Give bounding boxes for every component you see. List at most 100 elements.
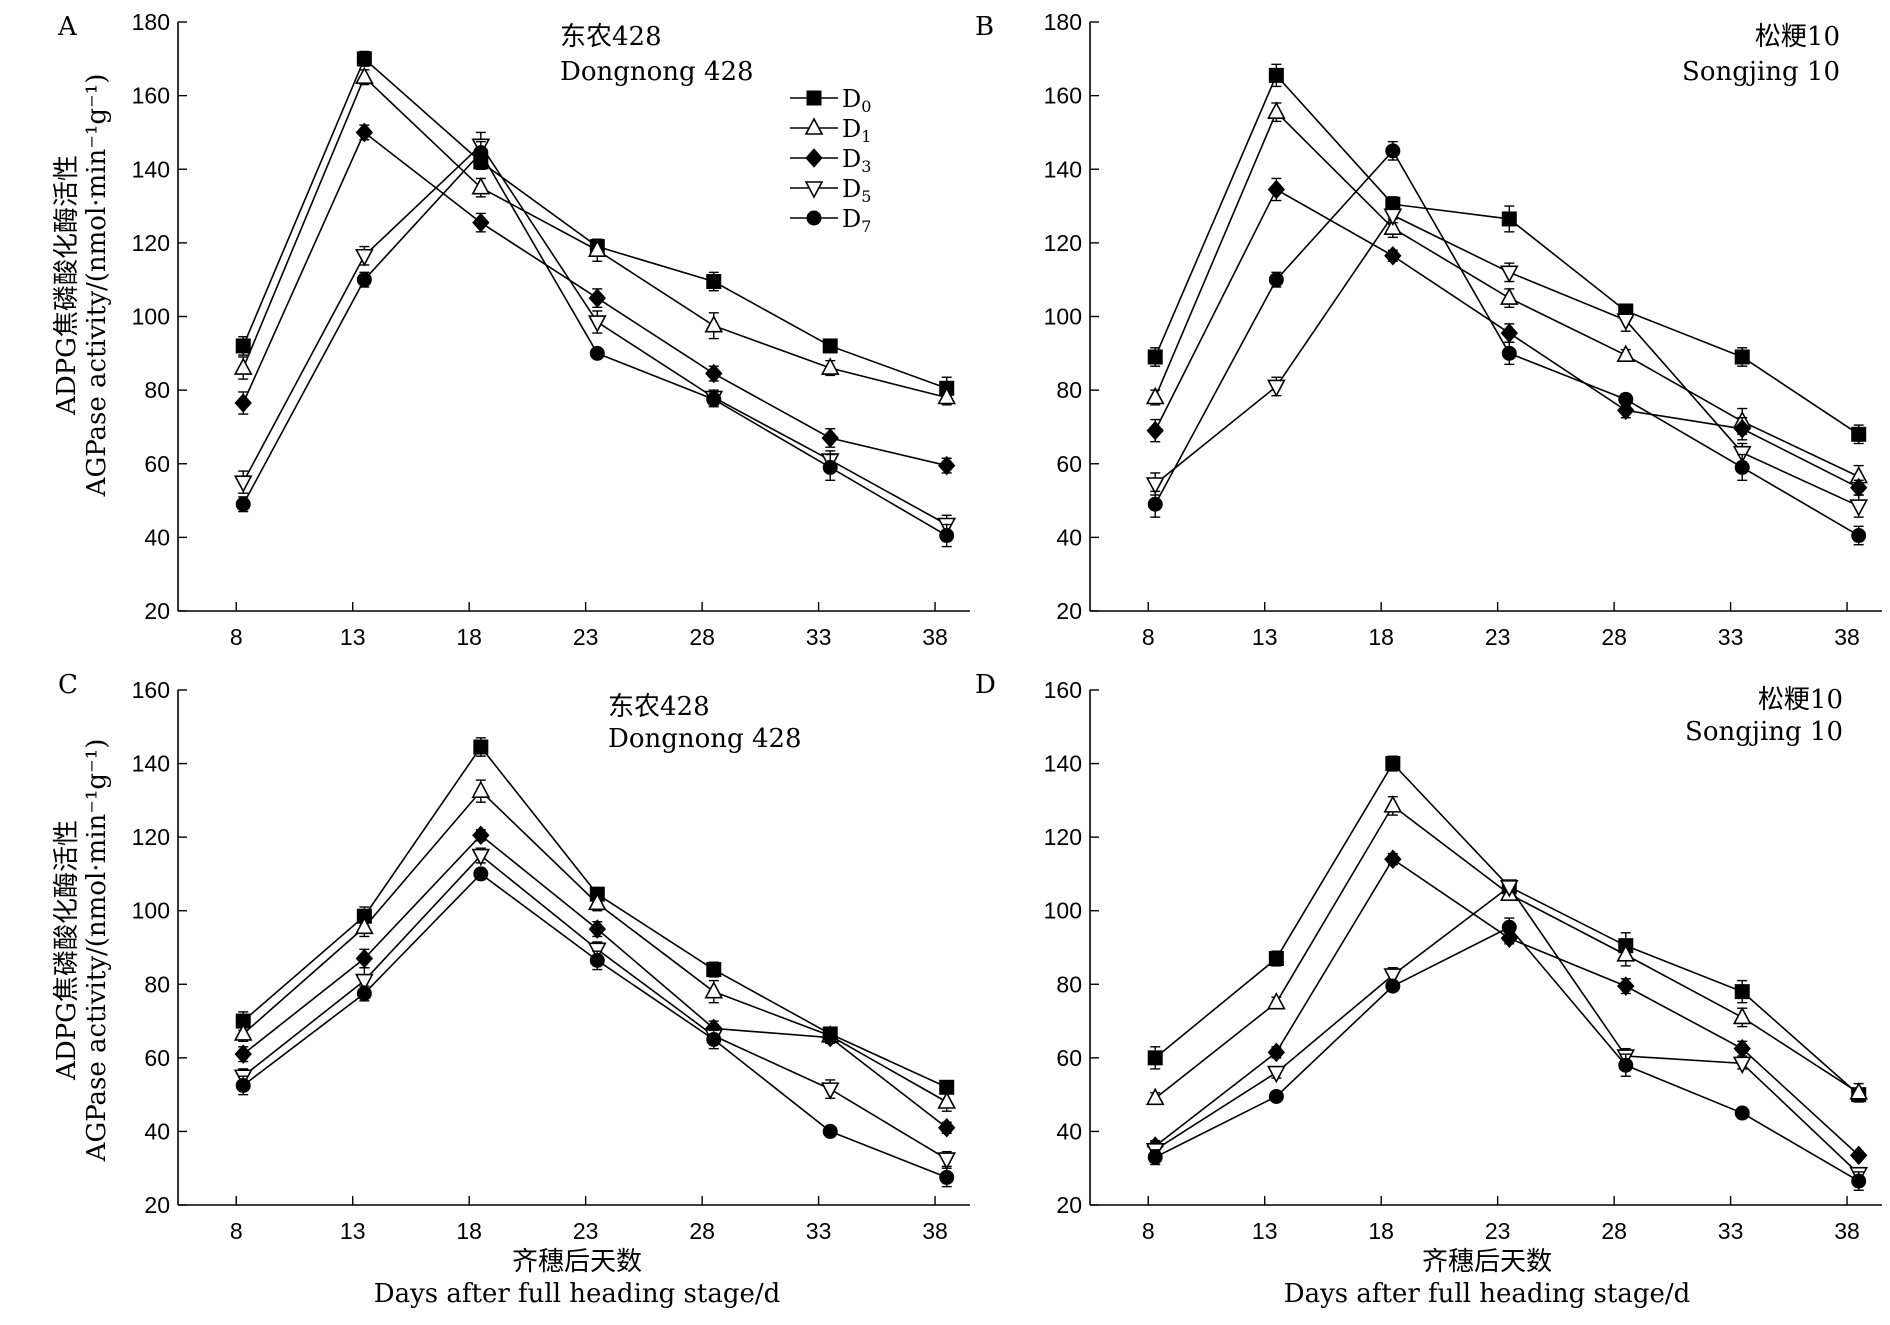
data-point (1147, 1149, 1163, 1165)
y-tick-label: 140 (132, 156, 170, 182)
data-point (1384, 246, 1402, 266)
y-tick-label: 120 (1044, 230, 1082, 256)
y-tick-label: 140 (132, 751, 170, 777)
y-tick-label: 120 (132, 230, 170, 256)
x-tick-label: 8 (1142, 624, 1155, 650)
data-point (822, 1123, 838, 1139)
y-axis-label-en-bottom: AGPase activity/(nmol·min⁻¹g⁻¹) (82, 739, 112, 1163)
series-d0 (1147, 63, 1867, 445)
series-d7 (235, 140, 955, 548)
data-point (235, 496, 251, 512)
y-tick-label: 60 (144, 1045, 170, 1071)
panel-letter: C (58, 670, 78, 700)
y-tick-label: 80 (1056, 971, 1082, 997)
y-tick-label: 100 (132, 898, 170, 924)
x-tick-label: 23 (1485, 624, 1511, 650)
y-tick-label: 140 (1044, 751, 1082, 777)
x-tick-label: 8 (230, 1218, 243, 1244)
data-point (1145, 386, 1165, 405)
data-point (1268, 951, 1284, 967)
data-point (473, 866, 489, 882)
x-axis-label-cn-left: 齐穗后天数 (512, 1247, 642, 1277)
legend-label: D3 (842, 145, 871, 176)
y-tick-label: 80 (1056, 377, 1082, 403)
data-point (1146, 420, 1164, 441)
series-line (1154, 858, 1860, 1156)
data-point (1616, 313, 1636, 331)
x-tick-label: 38 (1834, 1218, 1860, 1244)
data-point (704, 980, 724, 999)
series-line (1154, 214, 1860, 507)
data-point (471, 176, 491, 195)
panel-letter: A (57, 12, 78, 42)
y-tick-label: 20 (1056, 1192, 1082, 1218)
panel-title-en: Dongnong 428 (560, 57, 754, 87)
series-d7 (1147, 917, 1867, 1191)
data-point (705, 363, 723, 384)
y-axis-label-bottom: ADPG焦磷酸化酶活性 AGPase activity/(nmol·min⁻¹g… (52, 739, 112, 1163)
x-tick-label: 23 (573, 1218, 599, 1244)
data-point (473, 739, 489, 755)
data-point (937, 1091, 957, 1109)
panel-title-en: Songjing 10 (1685, 717, 1843, 747)
x-tick-label: 8 (1142, 1218, 1155, 1244)
y-tick-label: 120 (1044, 824, 1082, 850)
data-point (1267, 101, 1286, 119)
x-tick-label: 23 (573, 624, 599, 650)
data-point (355, 916, 374, 935)
data-point (356, 985, 372, 1001)
x-tick-label: 33 (806, 1218, 832, 1244)
data-point (1499, 880, 1519, 898)
y-tick-label: 180 (1044, 9, 1082, 35)
data-point (1733, 419, 1751, 439)
data-point (1500, 323, 1518, 343)
y-tick-label: 60 (1056, 451, 1082, 477)
panel-title-cn: 松粳10 (1758, 685, 1843, 715)
y-axis-label-top: ADPG焦磷酸化酶活性 AGPase activity/(nmol·min⁻¹g… (52, 74, 112, 498)
data-point (1267, 379, 1286, 398)
y-tick-label: 140 (1044, 156, 1082, 182)
data-point (356, 272, 372, 288)
data-point (1385, 978, 1401, 994)
data-point (1617, 400, 1635, 421)
x-tick-label: 38 (1834, 624, 1860, 650)
series-d5 (1145, 207, 1869, 518)
data-point (1618, 1057, 1634, 1073)
y-axis-label-cn-top: ADPG焦磷酸化酶活性 (52, 155, 82, 416)
data-point (1385, 756, 1401, 772)
y-tick-label: 100 (132, 304, 170, 330)
y-tick-label: 80 (144, 377, 170, 403)
data-point (820, 357, 840, 375)
data-point (1851, 1173, 1867, 1189)
data-point (822, 459, 838, 475)
data-point (706, 274, 722, 290)
data-point (1501, 211, 1517, 227)
data-point (1616, 944, 1636, 962)
series-d3 (234, 122, 956, 476)
data-point (1617, 976, 1635, 996)
panel-d: 20 40 60 80 100 120 140 160 8 13 18 23 28 33 38 D 松粳10So… (975, 670, 1882, 1244)
series-line (1154, 149, 1860, 537)
data-point (355, 973, 374, 992)
series-line (242, 872, 947, 1179)
data-point (472, 825, 490, 846)
data-point (1618, 391, 1634, 407)
x-tick-label: 18 (1368, 1218, 1394, 1244)
x-tick-label: 38 (922, 624, 948, 650)
y-tick-label: 60 (1056, 1045, 1082, 1071)
y-tick-label: 100 (1044, 898, 1082, 924)
series-line (242, 745, 948, 1089)
y-tick-label: 40 (1056, 524, 1082, 550)
x-tick-label: 28 (689, 1218, 715, 1244)
data-point (1383, 795, 1403, 813)
x-tick-label: 13 (340, 1218, 366, 1244)
legend-entry-d7: D7 (790, 205, 871, 236)
legend-marker (806, 90, 822, 106)
data-point (233, 475, 253, 493)
x-tick-label: 33 (1718, 624, 1744, 650)
legend-label: D0 (842, 85, 871, 116)
data-point (356, 51, 372, 67)
data-point (1616, 344, 1636, 362)
legend-entry-d3: D3 (790, 145, 871, 176)
